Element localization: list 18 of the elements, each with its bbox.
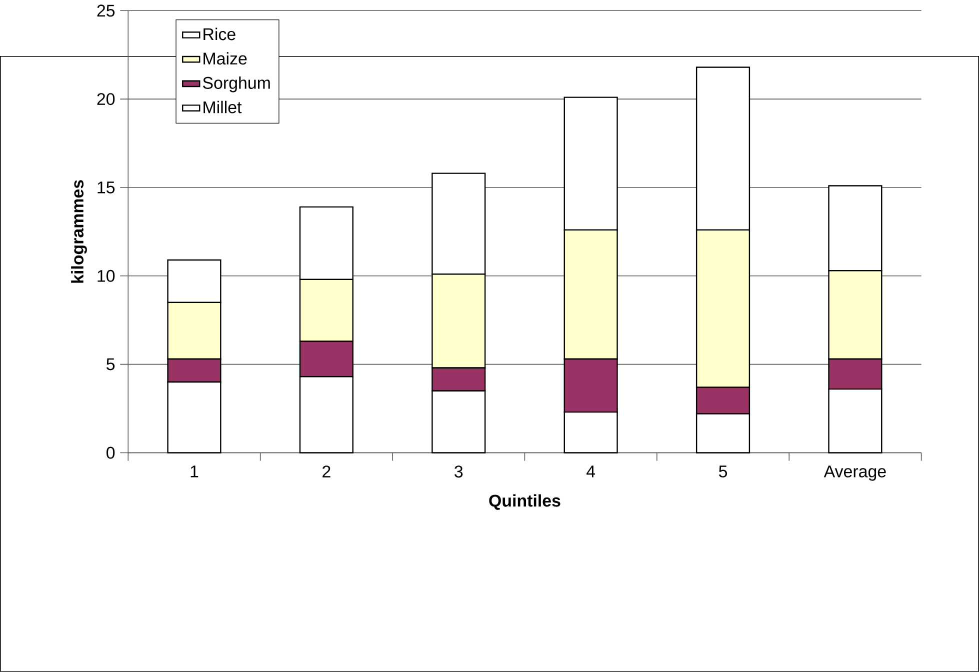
y-tick-label: 15	[98, 182, 115, 194]
y-tick-label: 5	[106, 358, 115, 370]
y-tick-label: 10	[98, 270, 115, 282]
x-tick-label: 1	[190, 466, 198, 478]
x-tick-label: 4	[586, 466, 596, 478]
y-axis-title: kilogrammes	[71, 180, 87, 283]
legend-label: Millet	[204, 100, 242, 114]
x-axis-title: Quintiles	[489, 494, 560, 510]
y-tick-label: 0	[106, 446, 115, 459]
x-tick-label: 2	[322, 466, 330, 478]
legend-label: Rice	[204, 28, 236, 40]
x-tick-label: 3	[454, 466, 463, 478]
legend-label: Sorghum	[202, 76, 270, 92]
y-tick-label: 25	[97, 4, 115, 17]
legend-label: Maize	[204, 52, 247, 65]
y-tick-label: 20	[97, 93, 115, 106]
x-tick-label: Average	[824, 466, 886, 481]
x-tick-label: 5	[718, 466, 728, 478]
